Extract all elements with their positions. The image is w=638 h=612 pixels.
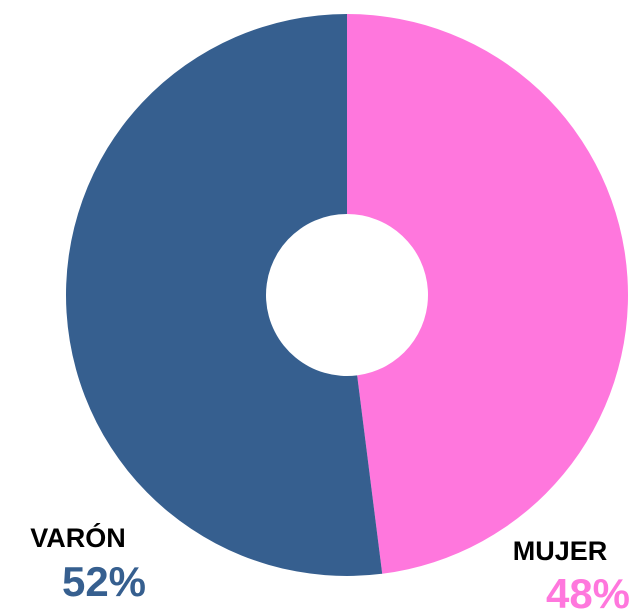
value-label: 48% [546,570,630,612]
category-label: MUJER [513,536,608,566]
value-label: 52% [62,558,146,605]
donut-slice [66,14,383,576]
category-label: VARÓN [30,522,126,553]
donut-slice [347,14,629,574]
